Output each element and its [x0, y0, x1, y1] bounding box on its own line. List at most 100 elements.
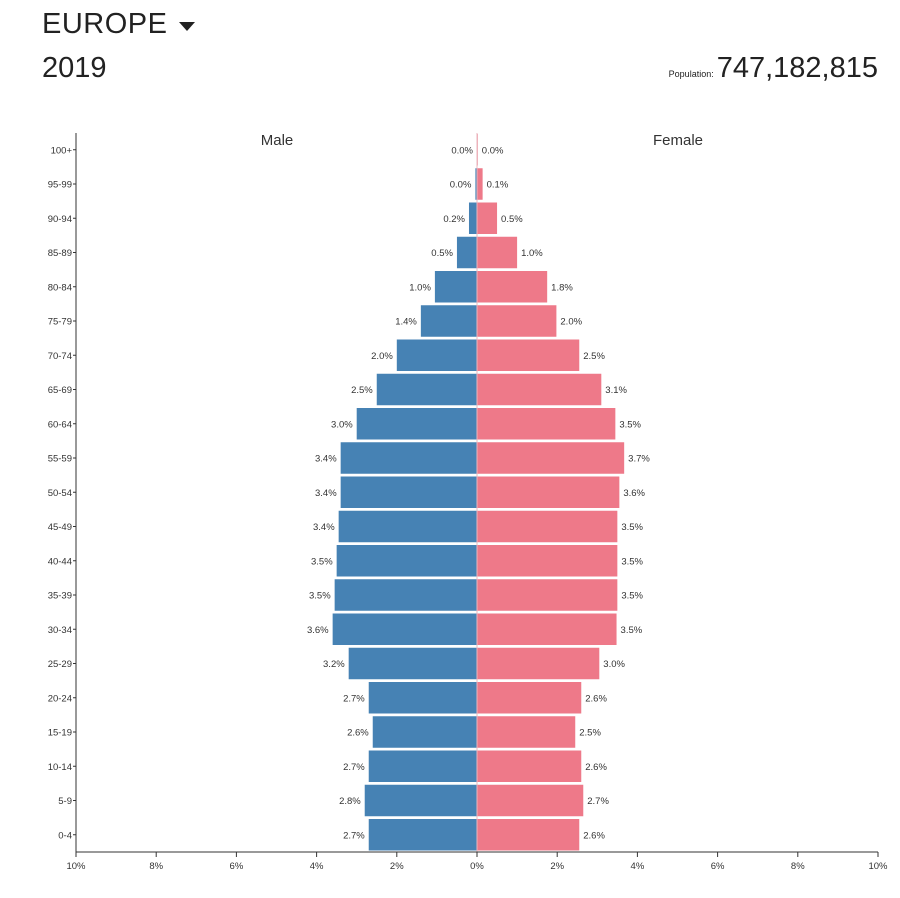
- female-value-label: 2.7%: [587, 796, 609, 807]
- male-bar: [372, 716, 477, 748]
- female-header-label: Female: [653, 132, 703, 149]
- female-value-label: 3.5%: [621, 556, 643, 567]
- male-bar: [468, 202, 477, 234]
- male-value-label: 2.7%: [343, 762, 365, 773]
- male-value-label: 2.6%: [347, 728, 369, 739]
- male-value-label: 2.5%: [351, 385, 373, 396]
- female-value-label: 2.0%: [560, 317, 582, 328]
- female-value-label: 3.5%: [621, 591, 643, 602]
- female-bar: [477, 236, 518, 269]
- female-value-label: 0.5%: [501, 214, 523, 225]
- female-bar: [477, 510, 618, 543]
- age-group-label: 15-19: [48, 728, 72, 739]
- female-value-label: 2.6%: [583, 830, 605, 841]
- male-bar: [348, 647, 477, 680]
- female-value-label: 0.0%: [482, 145, 504, 156]
- male-header-label: Male: [261, 132, 294, 149]
- female-value-label: 3.5%: [619, 419, 641, 430]
- x-tick-label: 8%: [791, 861, 805, 872]
- male-bar: [456, 236, 477, 269]
- female-bar: [477, 819, 580, 851]
- age-group-label: 30-34: [48, 625, 72, 636]
- male-bar: [334, 579, 477, 611]
- male-bar: [368, 819, 477, 851]
- population-label: Population:: [668, 69, 714, 79]
- male-value-label: 3.6%: [307, 625, 329, 636]
- female-bar: [477, 613, 617, 645]
- male-value-label: 0.0%: [451, 145, 473, 156]
- age-group-label: 50-54: [48, 488, 72, 499]
- male-value-label: 2.8%: [339, 796, 361, 807]
- male-bar: [368, 682, 477, 714]
- x-tick-label: 4%: [631, 861, 645, 872]
- male-value-label: 0.0%: [450, 180, 472, 191]
- x-tick-label: 8%: [149, 861, 163, 872]
- female-value-label: 2.5%: [579, 728, 601, 739]
- female-value-label: 1.0%: [521, 248, 543, 259]
- chevron-down-icon[interactable]: [179, 22, 196, 31]
- age-group-label: 45-49: [48, 522, 72, 533]
- age-group-label: 85-89: [48, 248, 72, 259]
- age-group-label: 60-64: [48, 419, 72, 430]
- region-name: EUROPE: [42, 8, 168, 40]
- x-tick-label: 10%: [66, 861, 86, 872]
- female-value-label: 3.1%: [605, 385, 627, 396]
- region-selector[interactable]: EUROPE: [42, 8, 196, 41]
- female-value-label: 2.6%: [585, 693, 607, 704]
- male-bar: [338, 510, 477, 543]
- female-value-label: 3.7%: [628, 454, 650, 465]
- population-display: Population: 747,182,815: [669, 52, 878, 85]
- x-tick-label: 6%: [711, 861, 725, 872]
- age-group-label: 75-79: [48, 317, 72, 328]
- age-group-label: 55-59: [48, 454, 72, 465]
- female-bar: [477, 716, 576, 748]
- male-value-label: 3.4%: [313, 522, 335, 533]
- female-value-label: 0.1%: [487, 180, 509, 191]
- x-tick-label: 2%: [390, 861, 404, 872]
- male-value-label: 0.2%: [443, 214, 465, 225]
- female-bar: [477, 202, 498, 234]
- male-bar: [420, 305, 477, 337]
- male-bar: [364, 784, 477, 817]
- male-value-label: 3.4%: [315, 488, 337, 499]
- female-bar: [477, 373, 602, 406]
- age-group-label: 95-99: [48, 180, 72, 191]
- age-group-label: 70-74: [48, 351, 72, 362]
- male-bar: [332, 613, 477, 645]
- female-value-label: 1.8%: [551, 282, 573, 293]
- male-value-label: 1.0%: [409, 282, 431, 293]
- x-tick-label: 10%: [868, 861, 888, 872]
- male-value-label: 3.5%: [309, 591, 331, 602]
- female-value-label: 3.5%: [621, 522, 643, 533]
- female-bar: [477, 442, 625, 474]
- x-tick-label: 0%: [470, 861, 484, 872]
- male-bar: [376, 373, 477, 406]
- age-group-label: 10-14: [48, 762, 72, 773]
- female-value-label: 3.0%: [603, 659, 625, 670]
- age-group-label: 65-69: [48, 385, 72, 396]
- female-value-label: 2.6%: [585, 762, 607, 773]
- male-bar: [434, 271, 477, 303]
- male-bar: [368, 750, 477, 782]
- male-value-label: 3.2%: [323, 659, 345, 670]
- female-bar: [477, 784, 584, 817]
- age-group-label: 35-39: [48, 591, 72, 602]
- female-bar: [477, 476, 620, 508]
- male-value-label: 3.4%: [315, 454, 337, 465]
- female-bar: [477, 579, 618, 611]
- x-tick-label: 6%: [230, 861, 244, 872]
- male-bar: [340, 442, 477, 474]
- male-value-label: 0.5%: [431, 248, 453, 259]
- female-value-label: 2.5%: [583, 351, 605, 362]
- female-bar: [477, 647, 600, 680]
- female-value-label: 3.6%: [623, 488, 645, 499]
- age-group-label: 100+: [51, 145, 73, 156]
- male-value-label: 2.7%: [343, 693, 365, 704]
- age-group-label: 90-94: [48, 214, 72, 225]
- female-bar: [477, 305, 557, 337]
- age-group-label: 20-24: [48, 693, 72, 704]
- population-value: 747,182,815: [716, 52, 878, 84]
- male-bar: [356, 408, 477, 440]
